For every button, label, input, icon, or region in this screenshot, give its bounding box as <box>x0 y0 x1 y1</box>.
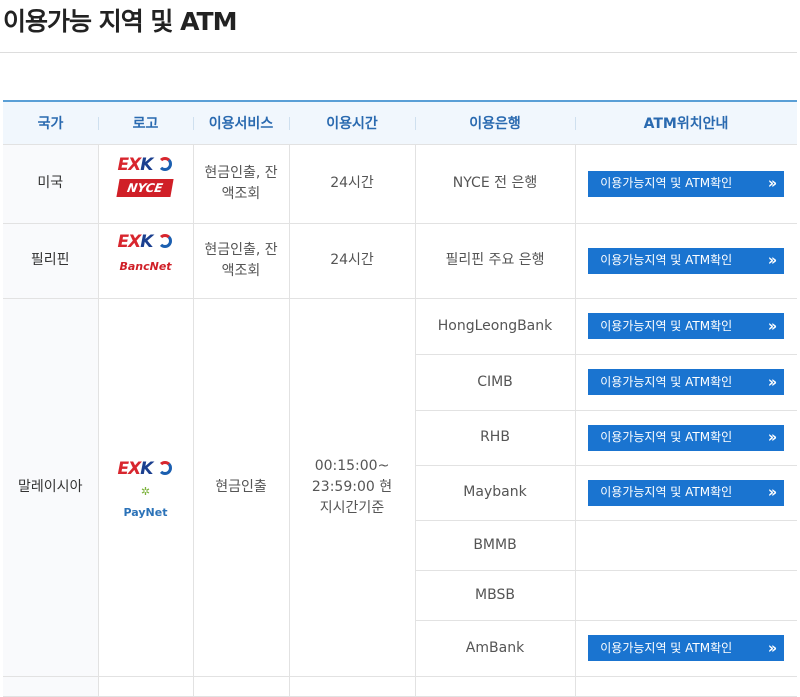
paynet-logo: EXK ✲ PayNet <box>116 459 176 519</box>
atm-check-button[interactable]: 이용가능지역 및 ATM확인 ›› <box>588 170 785 197</box>
atm-check-button[interactable]: 이용가능지역 및 ATM확인 ›› <box>588 635 785 661</box>
atm-check-button[interactable]: 이용가능지역 및 ATM확인 ›› <box>588 247 785 274</box>
cell-empty <box>574 675 797 697</box>
button-label: 이용가능지역 및 ATM확인 <box>600 253 733 267</box>
table-row: 말레이시아 EXK ✲ PayNet 현금인출 00:15:00~ 23:59:0… <box>3 297 797 677</box>
country: 미국 <box>3 143 99 224</box>
table-row-partial <box>3 675 797 697</box>
table-row: Maybank 이용가능지역 및 ATM확인 ›› <box>3 464 797 521</box>
table-row: RHB 이용가능지역 및 ATM확인 ›› <box>3 409 797 466</box>
atm-cell: 이용가능지역 및 ATM확인 ›› <box>574 464 797 521</box>
atm-table: 국가 로고 이용서비스 이용시간 이용은행 ATM위치안내 미국 EXK NYCE… <box>3 100 797 697</box>
cell-empty <box>192 675 290 697</box>
atm-check-button[interactable]: 이용가능지역 및 ATM확인 ›› <box>588 424 785 451</box>
atm-check-button[interactable]: 이용가능지역 및 ATM확인 ›› <box>588 479 785 506</box>
table-row: 미국 EXK NYCE 현금인출, 잔액조회 24시간 NYCE 전 은행 이용가… <box>3 143 797 224</box>
header-country: 국가 <box>37 115 64 132</box>
bank: 필리핀 주요 은행 <box>414 222 576 299</box>
button-label: 이용가능지역 및 ATM확인 <box>600 485 733 499</box>
atm-cell: 이용가능지역 및 ATM확인 ›› <box>574 143 797 224</box>
atm-check-button[interactable]: 이용가능지역 및 ATM확인 ›› <box>588 369 785 395</box>
cell-empty <box>97 675 194 697</box>
bank: RHB <box>414 409 576 466</box>
bank: BMMB <box>414 519 576 571</box>
table-row: CIMB 이용가능지역 및 ATM확인 ›› <box>3 353 797 411</box>
logo-cell: EXK NYCE <box>97 143 194 224</box>
service: 현금인출, 잔액조회 <box>192 222 290 299</box>
double-chevron-right-icon: ›› <box>767 638 778 657</box>
header-logo: 로고 <box>98 101 193 144</box>
button-label: 이용가능지역 및 ATM확인 <box>600 176 733 190</box>
double-chevron-right-icon: ›› <box>767 174 778 192</box>
country: 말레이시아 <box>3 297 99 677</box>
button-label: 이용가능지역 및 ATM확인 <box>600 374 733 389</box>
divider <box>0 52 797 53</box>
header-atm: ATM위치안내 <box>575 101 797 144</box>
cell-empty <box>288 675 416 697</box>
service: 현금인출, 잔액조회 <box>192 143 290 224</box>
logo-cell: EXK BancNet <box>97 222 194 299</box>
button-label: 이용가능지역 및 ATM확인 <box>600 318 733 333</box>
double-chevron-right-icon: ›› <box>767 251 778 269</box>
header-bank: 이용은행 <box>415 101 575 144</box>
button-label: 이용가능지역 및 ATM확인 <box>600 640 733 655</box>
atm-check-button[interactable]: 이용가능지역 및 ATM확인 ›› <box>588 313 785 339</box>
bank: CIMB <box>414 353 576 411</box>
hours: 24시간 <box>288 222 416 299</box>
country: 필리핀 <box>3 222 99 299</box>
cell-empty <box>414 675 576 697</box>
table-row: MBSB <box>3 569 797 621</box>
header-service: 이용서비스 <box>193 101 289 144</box>
table-row: 필리핀 EXK BancNet 현금인출, 잔액조회 24시간 필리핀 주요 은행… <box>3 222 797 299</box>
atm-cell: 이용가능지역 및 ATM확인 ›› <box>574 353 797 411</box>
logo-cell: EXK ✲ PayNet <box>97 297 194 677</box>
double-chevron-right-icon: ›› <box>767 483 778 501</box>
atm-cell: 이용가능지역 및 ATM확인 ›› <box>574 297 797 355</box>
bank: HongLeongBank <box>414 297 576 355</box>
double-chevron-right-icon: ›› <box>767 316 778 335</box>
bank: MBSB <box>414 569 576 621</box>
atm-cell: 이용가능지역 및 ATM확인 ›› <box>574 619 797 677</box>
double-chevron-right-icon: ›› <box>767 372 778 391</box>
bank: Maybank <box>414 464 576 521</box>
atm-cell: 이용가능지역 및 ATM확인 ›› <box>574 222 797 299</box>
hours: 00:15:00~ 23:59:00 현지시간기준 <box>288 297 416 677</box>
nyce-logo: EXK NYCE <box>115 155 176 205</box>
button-label: 이용가능지역 및 ATM확인 <box>600 430 733 444</box>
header-hours: 이용시간 <box>289 101 415 144</box>
table-row: AmBank 이용가능지역 및 ATM확인 ›› <box>3 619 797 677</box>
table-header: 국가 로고 이용서비스 이용시간 이용은행 ATM위치안내 <box>3 101 797 144</box>
service: 현금인출 <box>192 297 290 677</box>
atm-cell-empty <box>574 519 797 571</box>
table-row: BMMB <box>3 519 797 571</box>
country-empty <box>3 675 99 697</box>
hours: 24시간 <box>288 143 416 224</box>
atm-cell-empty <box>574 569 797 621</box>
atm-cell: 이용가능지역 및 ATM확인 ›› <box>574 409 797 466</box>
bank: NYCE 전 은행 <box>414 143 576 224</box>
page-title: 이용가능 지역 및 ATM <box>3 7 237 36</box>
bank: AmBank <box>414 619 576 677</box>
double-chevron-right-icon: ›› <box>767 428 778 446</box>
bancnet-logo: EXK BancNet <box>117 232 172 273</box>
